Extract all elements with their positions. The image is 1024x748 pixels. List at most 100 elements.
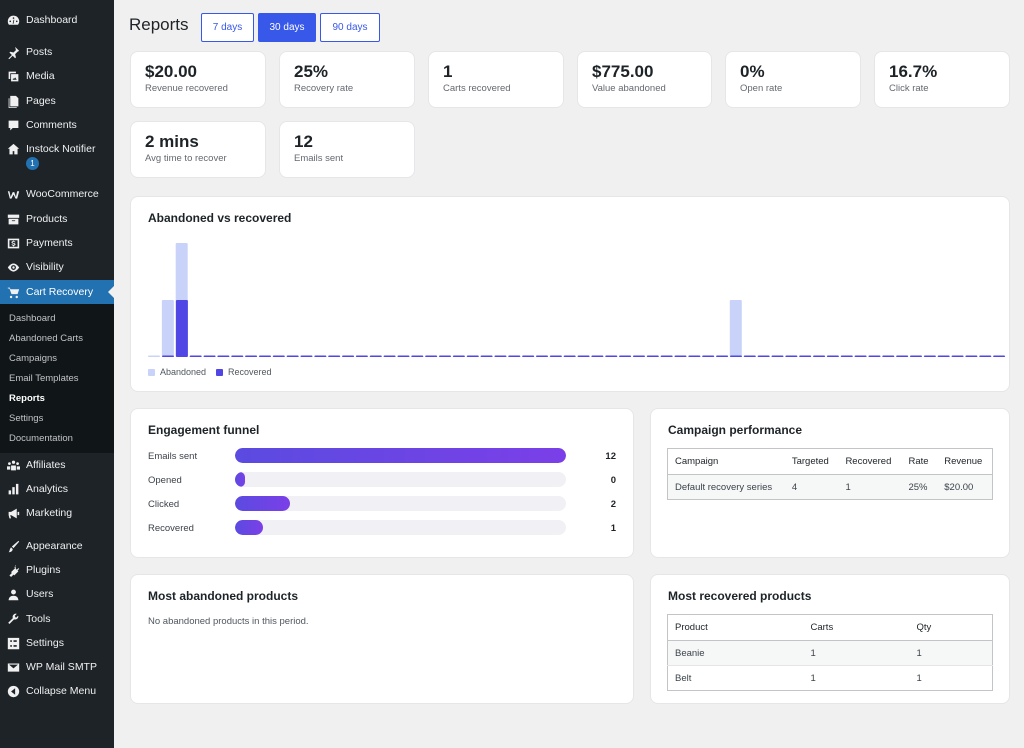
sidebar-item-media[interactable]: Media [0,64,114,88]
range-90-days-button[interactable]: 90 days [320,13,380,42]
submenu-item-email-templates[interactable]: Email Templates [9,373,79,384]
settings-icon [6,636,20,650]
pin-icon [6,45,20,59]
kpi-label: Revenue recovered [145,83,228,94]
submenu-item-documentation[interactable]: Documentation [9,433,73,444]
table-row: Beanie 1 1 [667,640,993,666]
sidebar-item-plugins[interactable]: Plugins [0,558,114,582]
bar-recovered-33 [619,355,632,357]
sidebar-item-users[interactable]: Users [0,582,114,606]
sidebar-item-cart-recovery[interactable]: Cart Recovery [0,280,114,304]
bar-recovered-16 [383,355,396,357]
sidebar-item-woocommerce[interactable]: WooCommerce [0,182,114,206]
sidebar-item-collapse-menu[interactable]: Collapse Menu [0,679,114,703]
submenu-item-settings[interactable]: Settings [9,413,44,424]
mail-icon [6,660,20,674]
kpi-label: Emails sent [294,153,344,164]
bar-recovered-52 [882,355,895,357]
sidebar-item-label: Dashboard [26,14,78,26]
funnel-label: Clicked [148,499,180,510]
sidebar-item-instock-notifier[interactable]: Instock Notifier [0,137,114,161]
plugin-icon [6,563,20,577]
bar-abandoned-42 [729,300,742,357]
submenu-item-dashboard[interactable]: Dashboard [9,313,56,324]
sidebar-item-analytics[interactable]: Analytics [0,477,114,501]
sidebar-item-posts[interactable]: Posts [0,40,114,64]
funnel-bar-track [235,520,566,535]
empty-state-text: No abandoned products in this period. [148,616,309,627]
sidebar-item-settings[interactable]: Settings [0,631,114,655]
sidebar-item-visibility[interactable]: Visibility [0,255,114,279]
bar-recovered-47 [813,355,826,357]
bar-recovered-56 [937,355,950,357]
kpi-card-value-abandoned: $775.00 Value abandoned [577,51,712,108]
panel-title: Campaign performance [668,423,803,437]
sidebar-item-marketing[interactable]: Marketing [0,501,114,525]
legend-label: Recovered [228,367,272,377]
table-cell: 1 [909,640,993,666]
sidebar-item-dashboard[interactable]: Dashboard [0,8,114,32]
table-cell: Beanie [667,640,804,666]
sidebar-item-label: Instock Notifier [26,143,96,155]
kpi-value: 25% [294,62,329,81]
range-7-days-button[interactable]: 7 days [201,13,254,42]
legend-swatch [148,368,155,376]
submenu-item-campaigns[interactable]: Campaigns [9,353,58,364]
kpi-value: 16.7% [889,62,938,81]
kpi-card-click-rate: 16.7% Click rate [874,51,1010,108]
bar-recovered-48 [826,355,839,357]
funnel-bar-track [235,472,566,487]
cart-recovery-submenu: Dashboard Abandoned Carts Campaigns Email T… [0,304,114,453]
bar-recovered-49 [840,355,853,357]
bar-recovered-31 [591,355,604,357]
sidebar-item-appearance[interactable]: Appearance [0,534,114,558]
column-header: Campaign [667,448,785,475]
kpi-label: Recovery rate [294,83,354,94]
bar-recovered-2 [189,355,202,357]
bar-recovered-14 [355,355,368,357]
bar-recovered-17 [397,355,410,357]
sidebar-item-pages[interactable]: Pages [0,89,114,113]
bar-recovered-28 [549,355,562,357]
kpi-label: Value abandoned [592,83,666,94]
comments-icon [6,118,20,132]
sidebar-item-comments[interactable]: Comments [0,113,114,137]
bar-recovered-20 [439,355,451,357]
sidebar-item-label: WooCommerce [26,188,99,200]
media-icon [6,69,20,83]
bar-recovered-29 [563,355,576,357]
panel-title: Most recovered products [668,589,812,603]
user-icon [6,587,20,601]
sidebar-item-tools[interactable]: Tools [0,607,114,631]
sidebar-item-products[interactable]: Products [0,207,114,231]
bar-recovered-59 [979,355,992,357]
admin-sidebar: Dashboard Posts Media Pages Comments Instock … [0,0,114,748]
bar-recovered-41 [730,355,742,357]
bar-recovered-50 [854,355,867,357]
sidebar-item-payments[interactable]: Payments [0,231,114,255]
submenu-item-reports[interactable]: Reports [9,393,45,404]
submenu-item-abandoned-carts[interactable]: Abandoned Carts [9,333,83,344]
bar-recovered-32 [605,355,618,357]
kpi-card-recovery-rate: 25% Recovery rate [279,51,415,108]
kpi-label: Open rate [740,83,783,94]
range-30-days-button[interactable]: 30 days [258,13,316,42]
notification-badge: 1 [26,157,39,170]
kpi-label: Click rate [889,83,929,94]
sidebar-item-wp-mail-smtp[interactable]: WP Mail SMTP [0,655,114,679]
bar-recovered-46 [799,355,812,357]
kpi-card-emails-sent: 12 Emails sent [279,121,415,178]
bar-chart-icon [6,482,20,496]
column-header: Product [667,614,804,641]
bar-recovered-1 [175,300,188,357]
bar-recovered-57 [951,355,964,357]
bar-recovered-12 [328,355,341,357]
bar-recovered-13 [342,355,355,357]
column-header: Rate [901,448,938,475]
column-header: Targeted [784,448,839,475]
sidebar-item-label: Users [26,588,54,600]
column-header: Qty [909,614,993,641]
table-cell: 4 [784,474,839,500]
sidebar-item-affiliates[interactable]: Affiliates [0,453,114,477]
funnel-bar-track [235,496,566,511]
